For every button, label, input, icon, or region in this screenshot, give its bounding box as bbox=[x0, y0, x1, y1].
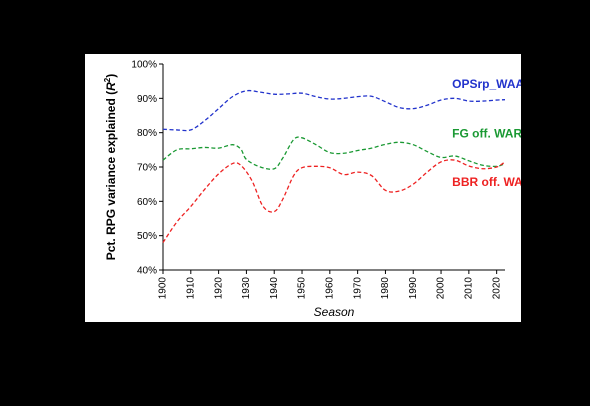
y-tick-label: 60% bbox=[137, 197, 157, 208]
x-tick-label: 1940 bbox=[269, 277, 280, 300]
x-axis-label: Season bbox=[314, 305, 355, 319]
series-annotation: OPSrp_WAA bbox=[452, 77, 521, 91]
x-tick-label: 2020 bbox=[491, 277, 502, 300]
y-tick-label: 100% bbox=[131, 60, 157, 71]
y-tick-label: 50% bbox=[137, 231, 157, 242]
chart-panel: 40% 50% 60% 70% 80% 90% 100% 1900 1910 1920 1930 19… bbox=[85, 54, 521, 322]
y-axis-label: Pct. RPG variance explained (R2) bbox=[103, 74, 118, 261]
x-tick-label: 2010 bbox=[463, 277, 474, 300]
y-tick-label: 40% bbox=[137, 266, 157, 277]
series-annotation: FG off. WAR bbox=[452, 126, 521, 140]
x-tick-label: 1920 bbox=[213, 277, 224, 300]
x-tick-label: 1950 bbox=[297, 277, 308, 300]
x-tick-label: 1970 bbox=[352, 277, 363, 300]
x-tick-label: 1930 bbox=[241, 277, 252, 300]
series-line-opsrp-waa bbox=[162, 89, 506, 132]
x-tick-label: 1990 bbox=[408, 277, 419, 300]
x-tick-label: 1960 bbox=[324, 277, 335, 300]
y-tick-label: 90% bbox=[137, 94, 157, 105]
line-chart: 40% 50% 60% 70% 80% 90% 100% 1900 1910 1920 1930 19… bbox=[103, 60, 521, 320]
series-line-fg-off-war bbox=[162, 136, 506, 170]
y-tick-label: 80% bbox=[137, 128, 157, 139]
x-tick-label: 1900 bbox=[158, 277, 169, 300]
series-line-bbr-off-war bbox=[162, 159, 506, 243]
series-annotation: BBR off. WAR bbox=[452, 175, 521, 189]
y-tick-label: 70% bbox=[137, 163, 157, 174]
x-tick-label: 1910 bbox=[185, 277, 196, 300]
x-tick-label: 1980 bbox=[380, 277, 391, 300]
x-tick-label: 2000 bbox=[436, 277, 447, 300]
